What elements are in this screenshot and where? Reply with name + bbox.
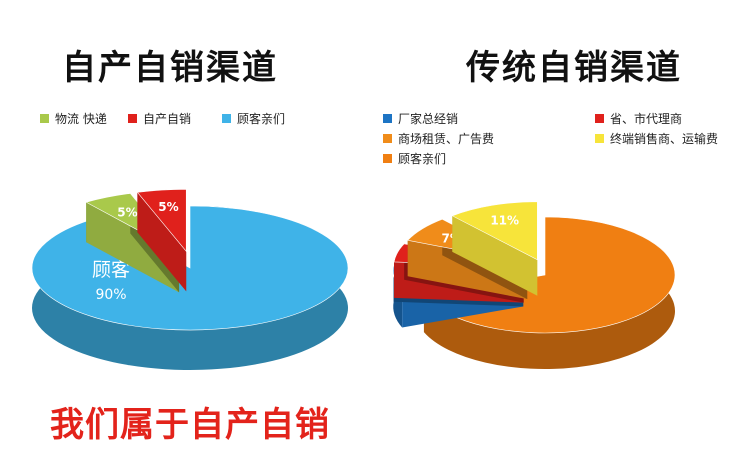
left-chart-legend: 物流 快递 自产自销 顾客亲们 <box>40 110 360 130</box>
legend-label: 终端销售商、运输费 <box>610 132 719 146</box>
slice-value-label: 5% <box>117 206 137 220</box>
slice-top <box>136 189 187 253</box>
pie-slice: 5% <box>136 189 187 292</box>
legend-swatch <box>595 114 604 123</box>
legend-label: 顾客亲们 <box>398 152 447 166</box>
legend-item: 物流 快递 <box>40 110 107 127</box>
slice-top <box>31 205 349 331</box>
legend-item: 自产自销 <box>128 110 191 127</box>
slice-cut <box>452 215 538 296</box>
pie-slice: 顾客 90% <box>31 205 349 371</box>
pie-chart-2: 顾客67%7%5%7%11% <box>392 201 676 369</box>
legend-label: 商场租赁、广告费 <box>398 132 495 146</box>
legend-label: 厂家总经销 <box>398 112 459 126</box>
legend-swatch <box>383 154 392 163</box>
legend-item: 厂家总经销 <box>383 110 458 127</box>
left-chart-title: 自产自销渠道 <box>62 48 278 88</box>
slice-top <box>451 201 538 261</box>
slice-value-label: 90% <box>95 287 126 303</box>
legend-item: 终端销售商、运输费 <box>595 130 718 147</box>
right-chart-title: 传统自销渠道 <box>466 48 682 88</box>
legend-label: 自产自销 <box>143 112 192 126</box>
slice-label: 顾客 <box>92 259 130 281</box>
bottom-slogan: 我们属于自产自销 <box>50 405 330 445</box>
slice-cut <box>86 202 180 293</box>
pie-chart-1: 顾客 90% 5% 5% <box>31 189 349 371</box>
legend-swatch <box>383 114 392 123</box>
slice-cut <box>407 240 528 300</box>
slice-cut <box>137 192 187 292</box>
slice-value-label: 5% <box>158 200 178 214</box>
pie-slice: 11% <box>451 201 538 296</box>
legend-swatch <box>128 114 137 123</box>
legend-label: 省、市代理商 <box>610 112 683 126</box>
legend-item: 商场租赁、广告费 <box>383 130 494 147</box>
legend-item: 顾客亲们 <box>383 150 446 167</box>
legend-swatch <box>383 134 392 143</box>
legend-swatch <box>40 114 49 123</box>
legend-item: 省、市代理商 <box>595 110 682 127</box>
legend-item: 顾客亲们 <box>222 110 285 127</box>
legend-swatch <box>222 114 231 123</box>
legend-swatch <box>595 134 604 143</box>
right-chart-legend: 厂家总经销 省、市代理商商场租赁、广告费 终端销售商、运输费顾客亲们 <box>383 110 743 180</box>
legend-label: 物流 快递 <box>55 112 107 126</box>
legend-label: 顾客亲们 <box>237 112 286 126</box>
slice-value-label: 11% <box>490 214 519 228</box>
